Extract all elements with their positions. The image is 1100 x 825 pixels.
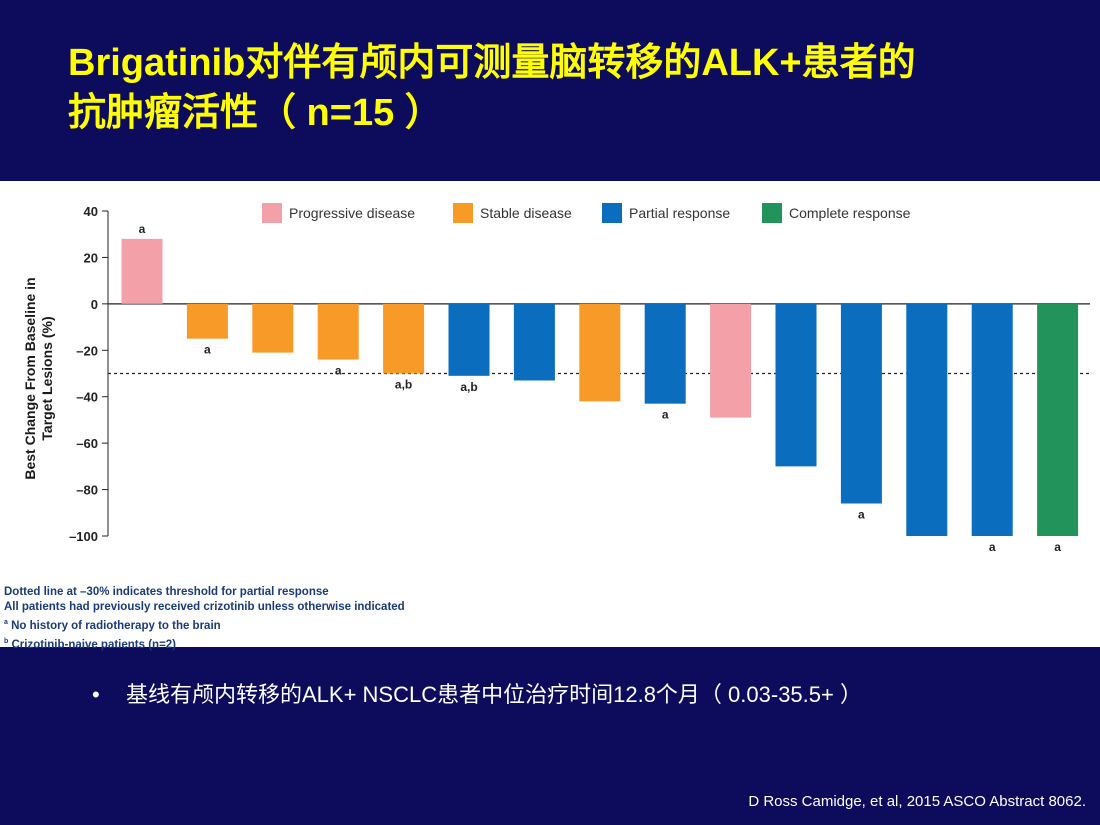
bar-annotation-4: a — [335, 364, 342, 378]
bar-7 — [513, 303, 555, 381]
bar-5 — [383, 303, 425, 374]
footnote-b: b Crizotinib-naive patients (n=2) — [4, 634, 704, 653]
bar-12 — [840, 303, 882, 504]
bar-9 — [644, 303, 686, 404]
y-tick-label: –20 — [76, 343, 98, 358]
footnote-a-text: No history of radiotherapy to the brain — [7, 619, 221, 632]
bar-annotations: a a a a,b a,b a a a a — [139, 222, 1062, 554]
legend-label-stable: Stable disease — [480, 205, 572, 221]
bar-14 — [971, 303, 1013, 536]
footnote-b-text: Crizotinib-naive patients (n=2) — [8, 638, 177, 651]
slide-title: Brigatinib对伴有颅内可测量脑转移的ALK+患者的 抗肿瘤活性（ n=1… — [68, 38, 1068, 138]
legend-swatch-complete — [762, 203, 782, 223]
bar-10 — [710, 303, 752, 418]
footnote-threshold: Dotted line at –30% indicates threshold … — [4, 586, 329, 598]
bar-annotation-2: a — [204, 343, 211, 357]
legend-swatch-stable — [453, 203, 473, 223]
y-tick-label: –60 — [76, 436, 98, 451]
bar-annotation-6: a,b — [460, 380, 477, 394]
chart-legend: Progressive disease Stable disease Partial… — [262, 203, 911, 223]
y-axis-label-line2: Target Lesions (%) — [39, 316, 55, 440]
y-tick-label: –80 — [76, 483, 98, 498]
citation: D Ross Camidge, et al, 2015 ASCO Abstrac… — [748, 793, 1086, 810]
bar-15 — [1037, 303, 1079, 536]
footnote-a: a No history of radiotherapy to the brai… — [4, 615, 704, 634]
bars — [121, 238, 1079, 536]
bar-annotation-14: a — [989, 540, 996, 554]
legend-swatch-partial — [602, 203, 622, 223]
bar-4 — [317, 303, 359, 360]
bar-3 — [252, 303, 294, 353]
y-tick-label: –100 — [69, 529, 98, 544]
bullet-text: 基线有颅内转移的ALK+ NSCLC患者中位治疗时间12.8个月（ 0.03-3… — [126, 682, 862, 707]
footnote-b-marker: b — [4, 637, 9, 645]
bar-2 — [186, 303, 228, 339]
footnote-a-marker: a — [4, 619, 8, 626]
bar-11 — [775, 303, 817, 467]
bar-annotation-15: a — [1054, 540, 1061, 554]
bar-6 — [448, 303, 490, 376]
bar-annotation-9: a — [662, 408, 669, 422]
y-tick-label: 0 — [91, 297, 98, 312]
y-axis-label: Best Change From Baseline in — [22, 277, 38, 479]
bar-1 — [121, 238, 163, 304]
legend-label-partial: Partial response — [629, 205, 730, 221]
footnote-prior-crizotinib: All patients had previously received cri… — [4, 601, 405, 613]
bar-13 — [906, 303, 948, 536]
y-tick-label: –40 — [76, 390, 98, 405]
y-tick-label: 40 — [84, 204, 98, 219]
slide-title-line1: Brigatinib对伴有颅内可测量脑转移的ALK+患者的 — [68, 42, 916, 84]
chart-footnotes: Dotted line at –30% indicates threshold … — [4, 585, 704, 653]
bar-annotation-1: a — [139, 222, 146, 236]
bar-8 — [579, 303, 621, 402]
bullet-point: • 基线有颅内转移的ALK+ NSCLC患者中位治疗时间12.8个月（ 0.03-… — [92, 680, 1072, 710]
slide-title-line2: 抗肿瘤活性（ n=15 ） — [68, 92, 443, 134]
bar-annotation-5: a,b — [395, 378, 412, 392]
bullet-icon: • — [92, 682, 100, 707]
legend-swatch-progressive — [262, 203, 282, 223]
chart-panel: Progressive disease Stable disease Partial… — [0, 181, 1100, 651]
legend-label-complete: Complete response — [789, 205, 911, 221]
bar-annotation-12: a — [858, 508, 865, 522]
waterfall-chart: Progressive disease Stable disease Partial… — [22, 203, 1090, 554]
y-tick-label: 20 — [84, 250, 98, 265]
legend-label-progressive: Progressive disease — [289, 205, 415, 221]
